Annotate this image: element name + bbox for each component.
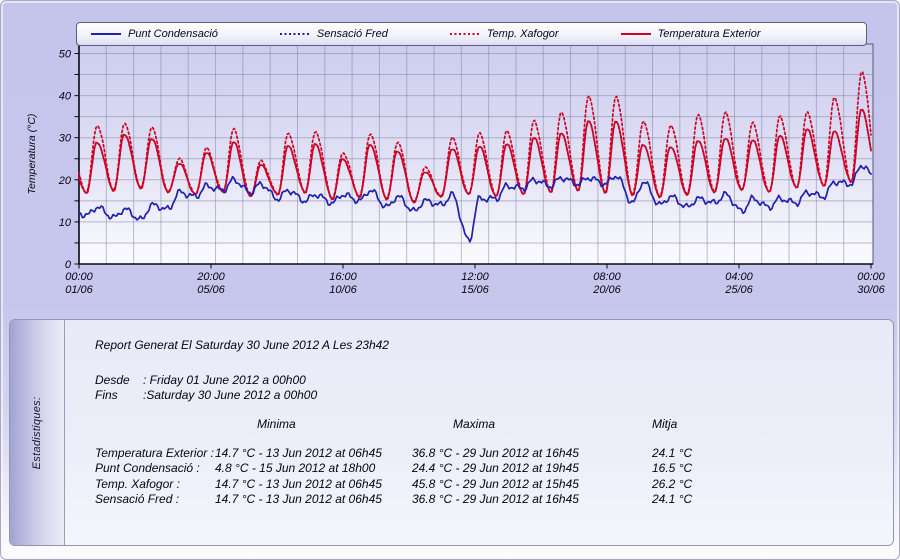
legend-solid-line-swatch <box>91 33 121 35</box>
y-tick-labels: 0 10 20 30 40 50 <box>58 49 72 272</box>
stats-row-label: Punt Condensació : <box>95 461 200 475</box>
stats-cell-maxima: 36.8 °C - 29 Jun 2012 at 16h45 <box>412 445 579 460</box>
from-label: Desde <box>95 373 130 387</box>
legend-item-label: Temperatura Exterior <box>657 28 761 40</box>
range-from-line: Desde : Friday 01 June 2012 a 00h00 <box>95 373 893 388</box>
stats-cell-mitja: 26.2 °C <box>652 476 693 491</box>
svg-text:05/06: 05/06 <box>197 284 225 296</box>
stats-header-spacer <box>95 417 215 433</box>
svg-text:01/06: 01/06 <box>65 284 93 296</box>
stats-cell-mitja: 24.1 °C <box>652 492 693 506</box>
legend-dotted-line-swatch <box>279 33 310 35</box>
stats-column-header: Minima <box>257 417 296 431</box>
x-tick-labels: 00:0001/0620:0005/0616:0010/0612:0015/06… <box>65 271 885 296</box>
temperature-chart: 0102030405000:0001/0620:0005/0616:0010/0… <box>26 36 886 296</box>
legend-item-label: Punt Condensació <box>128 28 218 40</box>
svg-text:50: 50 <box>59 49 72 61</box>
statistics-side-strip: Estadistiques: <box>10 320 65 545</box>
svg-text:40: 40 <box>59 91 72 103</box>
svg-text:30/06: 30/06 <box>857 284 885 296</box>
svg-text:08:00: 08:00 <box>593 271 621 283</box>
statistics-table: Minima Maxima Mitja Temperatura Exterior :1… <box>95 417 893 508</box>
legend-item: Punt Condensació <box>91 28 218 40</box>
legend-item: Sensació Fred <box>279 28 388 40</box>
stats-cell-minima: 4.8 °C - 15 Jun 2012 at 18h00 <box>215 461 376 475</box>
stats-header-row: Minima Maxima Mitja <box>95 417 893 433</box>
legend-dotted-line-swatch <box>449 33 480 35</box>
y-ticks <box>74 53 79 265</box>
y-axis-title: Temperatura (°C) <box>26 114 38 195</box>
legend-item-label: Temp. Xafogor <box>486 28 559 40</box>
svg-text:00:00: 00:00 <box>857 271 885 283</box>
from-value: : Friday 01 June 2012 a 00h00 <box>143 373 306 387</box>
stats-cell-minima: 14.7 °C - 13 Jun 2012 at 06h45 <box>215 492 382 506</box>
svg-text:25/06: 25/06 <box>724 284 753 296</box>
stats-cell-maxima: 45.8 °C - 29 Jun 2012 at 15h45 <box>412 476 579 491</box>
svg-text:20/06: 20/06 <box>592 284 621 296</box>
stats-column-header: Maxima <box>453 417 496 431</box>
legend-item: Temperatura Exterior <box>620 28 761 40</box>
legend-item: Temp. Xafogor <box>449 28 559 40</box>
grid-lines <box>79 44 873 264</box>
stats-row-label: Temperatura Exterior : <box>95 445 214 460</box>
report-generated-line: Report Generat El Saturday 30 June 2012 … <box>95 338 389 352</box>
stats-column-header: Mitja <box>652 417 678 431</box>
to-label: Fins <box>95 388 118 402</box>
range-to-line: Fins :Saturday 30 June 2012 a 00h00 <box>95 388 893 403</box>
series-line-punt-condensaci- <box>78 164 872 243</box>
statistics-side-label: Estadistiques: <box>31 396 43 469</box>
stats-cell-mitja: 24.1 °C <box>652 445 693 460</box>
svg-text:16:00: 16:00 <box>329 271 357 283</box>
stats-cell-maxima: 24.4 °C - 29 Jun 2012 at 19h45 <box>412 461 579 475</box>
stats-row: Temperatura Exterior :14.7 °C - 13 Jun 2… <box>95 446 893 462</box>
svg-text:00:00: 00:00 <box>65 271 93 283</box>
svg-text:10/06: 10/06 <box>329 284 357 296</box>
chart-panel: 0 10 20 30 40 50 00:00 01/06 20:00 05/06 16:00 10/0… <box>1 1 899 313</box>
stats-row-label: Temp. Xafogor : <box>95 476 180 491</box>
svg-text:20: 20 <box>58 175 72 187</box>
stats-cell-mitja: 16.5 °C <box>652 461 693 475</box>
stats-cell-maxima: 36.8 °C - 29 Jun 2012 at 16h45 <box>412 492 579 506</box>
svg-text:30: 30 <box>59 133 72 145</box>
svg-text:12:00: 12:00 <box>461 271 489 283</box>
stats-row: Sensació Fred : 14.7 °C - 13 Jun 2012 at … <box>95 492 893 508</box>
statistics-panel: Estadistiques: Report Generat El Saturda… <box>9 319 894 546</box>
svg-text:10: 10 <box>59 217 72 229</box>
chart-legend: Punt Condensació Sensació Fred Temp. Xafog… <box>76 22 867 46</box>
svg-text:04:00: 04:00 <box>725 271 753 283</box>
legend-solid-line-swatch <box>620 33 651 35</box>
stats-row: Temp. Xafogor : 14.7 °C - 13 Jun 2012 at … <box>95 477 893 493</box>
stats-row-label: Sensació Fred : <box>95 492 180 506</box>
statistics-content: Report Generat El Saturday 30 June 2012 … <box>65 320 893 545</box>
stats-row: Punt Condensació : 4.8 °C - 15 Jun 2012 a… <box>95 461 893 477</box>
to-value: :Saturday 30 June 2012 a 00h00 <box>143 388 318 402</box>
stats-cell-minima: 14.7 °C - 13 Jun 2012 at 06h45 <box>215 476 382 491</box>
legend-item-label: Sensació Fred <box>316 28 388 40</box>
stats-cell-minima: 14.7 °C - 13 Jun 2012 at 06h45 <box>215 445 382 460</box>
svg-text:15/06: 15/06 <box>461 284 489 296</box>
series-line-temperatura-exterior <box>78 108 872 204</box>
svg-text:0: 0 <box>65 259 72 271</box>
svg-text:20:00: 20:00 <box>196 271 225 283</box>
x-ticks <box>78 264 872 269</box>
